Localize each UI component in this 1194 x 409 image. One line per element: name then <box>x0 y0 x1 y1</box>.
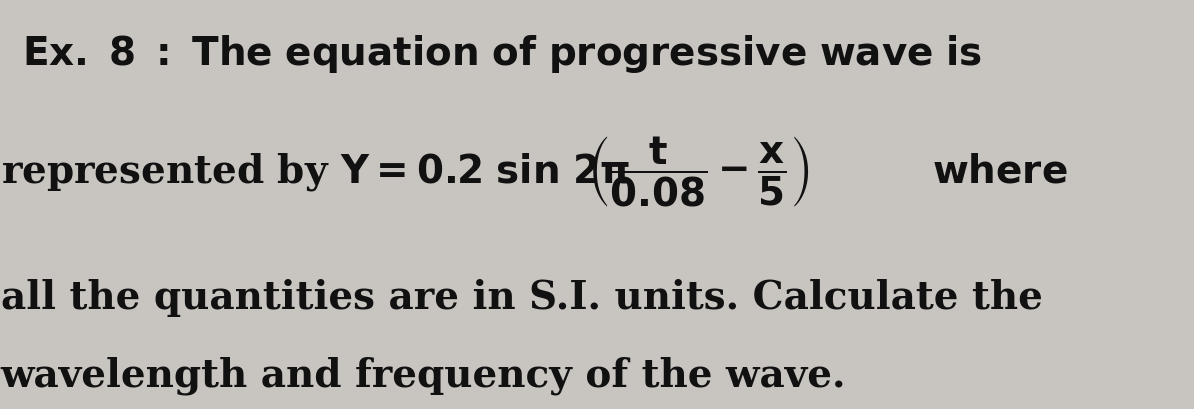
Text: $\mathbf{Ex.\ 8\ :\ The\ equation\ of\ progressive\ wave\ is}$: $\mathbf{Ex.\ 8\ :\ The\ equation\ of\ p… <box>23 33 983 75</box>
Text: wavelength and frequency of the wave.: wavelength and frequency of the wave. <box>1 357 847 395</box>
Text: $\mathbf{where}$: $\mathbf{where}$ <box>931 153 1067 191</box>
Text: $\mathbf{\left(\dfrac{t}{0.08} - \dfrac{x}{5}\right)}$: $\mathbf{\left(\dfrac{t}{0.08} - \dfrac{… <box>587 135 810 209</box>
Text: represented by $\mathbf{Y = 0.2\ sin\ 2\pi}$: represented by $\mathbf{Y = 0.2\ sin\ 2\… <box>1 151 629 193</box>
Text: all the quantities are in S.I. units. Calculate the: all the quantities are in S.I. units. Ca… <box>1 279 1042 317</box>
